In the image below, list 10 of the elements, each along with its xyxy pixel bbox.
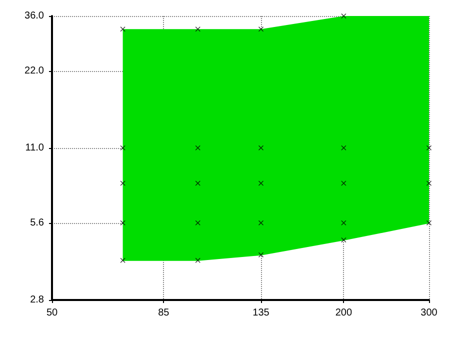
x-tick-label: 135 [252, 308, 270, 318]
x-tick-label: 200 [335, 308, 352, 318]
y-tick-label: 11.0 [25, 142, 44, 154]
x-tick-label: 300 [420, 308, 438, 318]
y-tick-label: 36.0 [24, 10, 44, 22]
x-tick-label: 50 [46, 308, 58, 318]
y-tick-label: 2.8 [30, 294, 44, 306]
y-tick-label: 22.0 [24, 65, 44, 76]
y-tick-label: 5.6 [30, 217, 44, 228]
x-tick-label: 85 [158, 308, 170, 318]
